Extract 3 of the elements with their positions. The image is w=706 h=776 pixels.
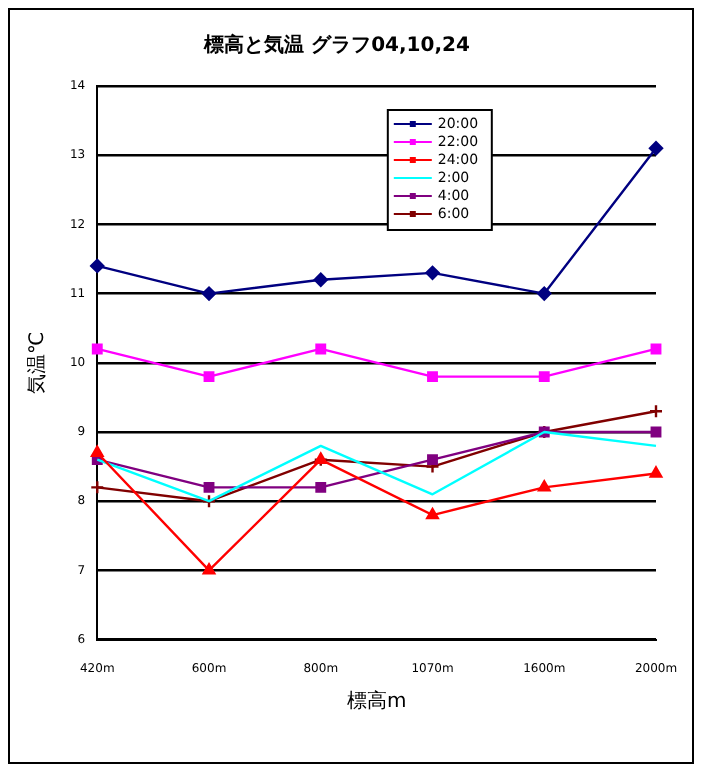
chart-title: 標高と気温 グラフ04,10,24 bbox=[202, 33, 470, 58]
x-axis-title: 標高m bbox=[346, 689, 407, 714]
y-axis-title: 気温℃ bbox=[25, 331, 50, 395]
